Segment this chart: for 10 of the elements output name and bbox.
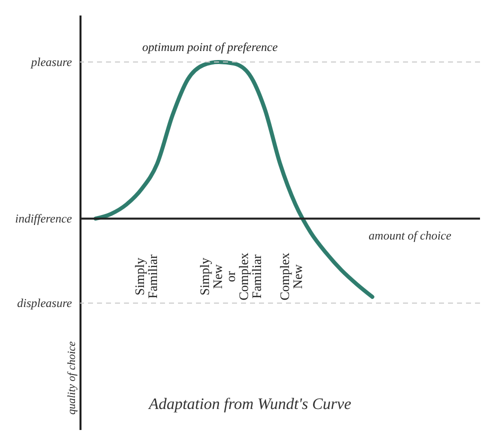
annotation: Simply Familiar xyxy=(132,254,160,299)
ref-line-label: displeasure xyxy=(17,296,73,310)
text: quality of choice xyxy=(66,341,78,415)
annotation: Complex New xyxy=(277,252,305,300)
text: optimum point of preference xyxy=(142,40,278,54)
annotation: Simply New or Complex Familiar xyxy=(197,252,264,300)
ref-line-label: indifference xyxy=(15,212,73,226)
text: Adaptation from Wundt's Curve xyxy=(148,396,352,413)
x-axis-title: amount of choice xyxy=(368,228,452,243)
ref-line-label: pleasure xyxy=(30,54,73,69)
